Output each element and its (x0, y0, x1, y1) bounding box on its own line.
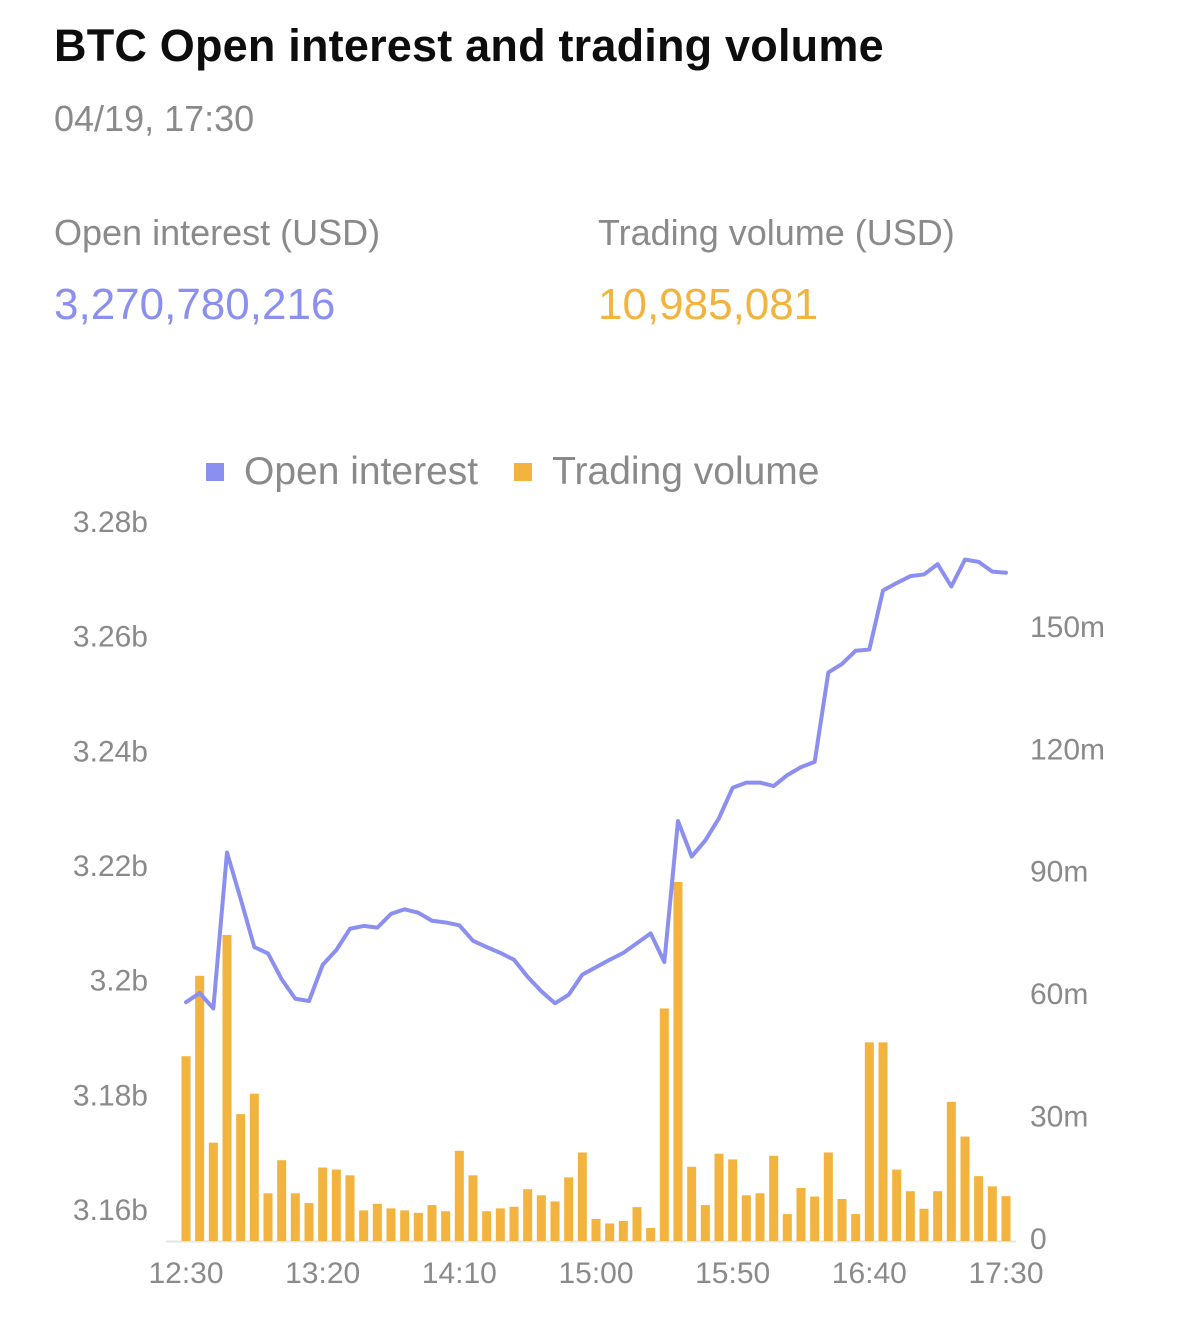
left-axis-tick-label: 3.24b (73, 735, 148, 768)
volume-bar (509, 1206, 519, 1241)
x-axis-tick-label: 14:10 (422, 1257, 497, 1290)
volume-bar (236, 1114, 246, 1241)
volume-bar (482, 1211, 492, 1241)
volume-bar (960, 1136, 970, 1241)
volume-bar (454, 1150, 464, 1241)
volume-bar (810, 1196, 820, 1241)
volume-bar (181, 1056, 191, 1241)
volume-bar (673, 881, 683, 1241)
volume-bar (618, 1221, 628, 1241)
chart-canvas: 3.28b 3.26b 3.24b 3.22b 3.2b 3.18b 3.16b 150m 12… (73, 506, 1105, 1290)
volume-bar (441, 1211, 451, 1241)
left-axis-tick-label: 3.16b (73, 1194, 148, 1227)
volume-bar (222, 935, 232, 1241)
volume-bar (249, 1093, 259, 1241)
trading-volume-value: 10,985,081 (598, 280, 819, 329)
volume-bar (755, 1193, 765, 1241)
x-axis-tick-label: 12:30 (148, 1257, 223, 1290)
left-axis-tick-label: 3.28b (73, 506, 148, 539)
x-axis-tick-label: 15:00 (558, 1257, 633, 1290)
volume-bar (974, 1176, 984, 1241)
timestamp: 04/19, 17:30 (54, 98, 255, 139)
volume-bar (427, 1205, 437, 1241)
volume-bar (919, 1208, 929, 1241)
left-axis-tick-label: 3.2b (90, 965, 148, 998)
volume-bar (277, 1160, 287, 1241)
volume-bar (714, 1153, 724, 1241)
legend-label-open-interest: Open interest (244, 450, 479, 493)
volume-bar (468, 1175, 478, 1241)
volume-bar (318, 1167, 328, 1241)
right-axis-tick-label: 90m (1030, 856, 1088, 889)
volume-bar (386, 1208, 396, 1241)
volume-bar (728, 1159, 738, 1241)
open-interest-line (184, 557, 1008, 1011)
volume-bar (550, 1201, 560, 1241)
right-axis-tick-label: 120m (1030, 733, 1105, 766)
x-axis-tick-label: 13:20 (285, 1257, 360, 1290)
volume-bar (878, 1042, 888, 1241)
volume-bar (523, 1189, 533, 1241)
volume-bar (345, 1175, 355, 1241)
volume-bar (400, 1210, 410, 1241)
volume-bar (837, 1198, 847, 1241)
legend-swatch-trading-volume (514, 463, 533, 481)
volume-bar (933, 1191, 943, 1241)
volume-bar (591, 1218, 601, 1241)
volume-bar (659, 1008, 669, 1241)
x-axis-tick-label: 16:40 (832, 1257, 907, 1290)
x-axis-tick-label: 17:30 (968, 1257, 1043, 1290)
volume-bar (577, 1152, 587, 1241)
volume-bar (413, 1212, 423, 1241)
volume-bar (796, 1187, 806, 1241)
volume-bar (769, 1155, 779, 1241)
x-axis-tick-label: 15:50 (695, 1257, 770, 1290)
volume-bar (290, 1193, 300, 1241)
legend-swatch-open-interest (206, 463, 224, 481)
volume-bar (564, 1177, 574, 1241)
volume-bar (372, 1203, 382, 1241)
open-interest-label: Open interest (USD) (54, 212, 381, 253)
legend-item-trading-volume[interactable]: Trading volume (514, 450, 820, 494)
trading-volume-stat: Trading volume (USD) 10,985,081 (598, 212, 955, 330)
left-axis-tick-label: 3.26b (73, 621, 148, 654)
volume-bar (987, 1186, 997, 1241)
volume-bar (195, 975, 205, 1241)
volume-bar (864, 1042, 874, 1241)
right-axis-tick-label: 60m (1030, 978, 1088, 1011)
volume-bar (536, 1195, 546, 1241)
right-axis-tick-label: 0 (1030, 1223, 1047, 1256)
open-interest-stat: Open interest (USD) 3,270,780,216 (54, 212, 380, 330)
volume-bar (359, 1210, 369, 1241)
volume-bar (1001, 1196, 1011, 1241)
volume-bar (304, 1203, 314, 1241)
volume-bar (208, 1142, 218, 1241)
volume-bar (851, 1214, 861, 1241)
left-axis-tick-label: 3.22b (73, 850, 148, 883)
volume-bar (823, 1152, 833, 1241)
volume-bar (687, 1166, 697, 1241)
volume-bar (782, 1214, 792, 1241)
chart-legend: Open interest Trading volume (206, 450, 856, 494)
volume-bar (905, 1191, 915, 1241)
volume-bar (741, 1195, 751, 1241)
right-axis-tick-label: 150m (1030, 611, 1105, 644)
page-title: BTC Open interest and trading volume (54, 20, 884, 71)
legend-item-open-interest[interactable]: Open interest (206, 450, 478, 494)
volume-bar (605, 1223, 615, 1241)
volume-bar (495, 1208, 505, 1241)
volume-bar (646, 1227, 656, 1241)
volume-bar (892, 1169, 902, 1241)
right-axis-tick-label: 30m (1030, 1101, 1088, 1134)
volume-bar (946, 1101, 956, 1241)
volume-bar (263, 1193, 273, 1241)
trading-volume-label: Trading volume (USD) (598, 212, 955, 253)
volume-bar (331, 1169, 341, 1241)
legend-label-trading-volume: Trading volume (552, 450, 820, 493)
volume-bar (700, 1205, 710, 1241)
left-axis-tick-label: 3.18b (73, 1079, 148, 1112)
volume-bar (632, 1207, 642, 1241)
open-interest-value: 3,270,780,216 (54, 280, 336, 329)
